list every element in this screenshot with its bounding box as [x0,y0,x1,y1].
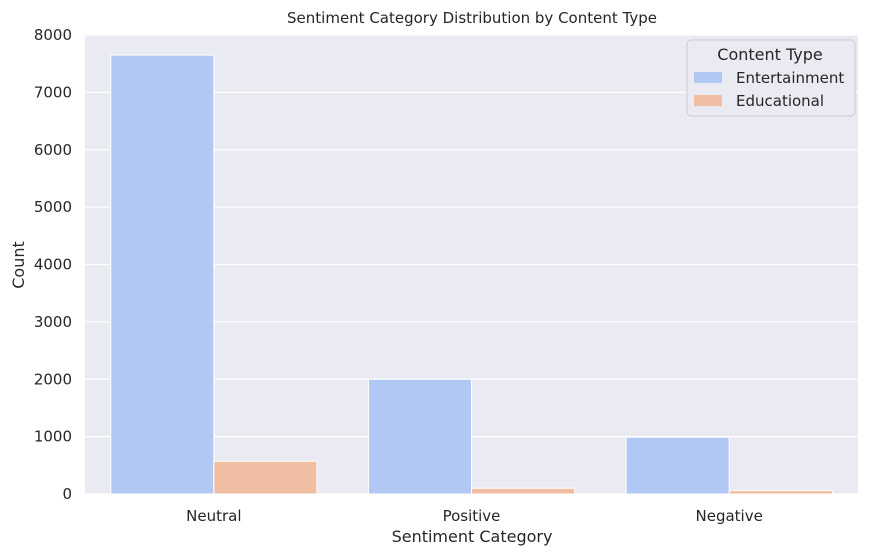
legend-items: Entertainment Educational [694,69,844,110]
x-axis-label: Sentiment Category [392,527,553,546]
y-tick-label: 7000 [34,83,72,101]
legend-swatch [694,95,722,106]
x-tick-label: Positive [443,507,501,525]
y-tick-label: 8000 [34,26,72,44]
legend-title: Content Type [717,45,822,64]
y-axis-label: Count [9,241,28,289]
y-tick-label: 4000 [34,256,72,274]
legend-box [686,39,856,117]
y-tick-label: 6000 [34,141,72,159]
y-tick-label: 2000 [34,370,72,388]
legend: Content Type Entertainment Educational [686,39,856,117]
bar [110,54,215,495]
bar [367,378,472,495]
bar [625,436,730,495]
bar [471,487,576,495]
x-tick-label: Neutral [186,507,241,525]
legend-label: Educational [736,92,824,110]
legend-label: Entertainment [736,69,844,87]
bar [728,490,833,495]
y-tick-label: 0 [62,485,72,503]
x-tick-labels: Neutral Positive Negative [186,507,763,525]
y-tick-label: 5000 [34,198,72,216]
x-tick-label: Negative [696,507,763,525]
chart-title: Sentiment Category Distribution by Conte… [287,9,657,27]
bars [110,54,833,495]
bar [213,460,318,495]
legend-swatch [694,72,722,83]
y-tick-label: 3000 [34,313,72,331]
y-tick-label: 1000 [34,428,72,446]
y-tick-labels: 0 1000 2000 3000 4000 5000 6000 7000 8000 [34,26,72,503]
